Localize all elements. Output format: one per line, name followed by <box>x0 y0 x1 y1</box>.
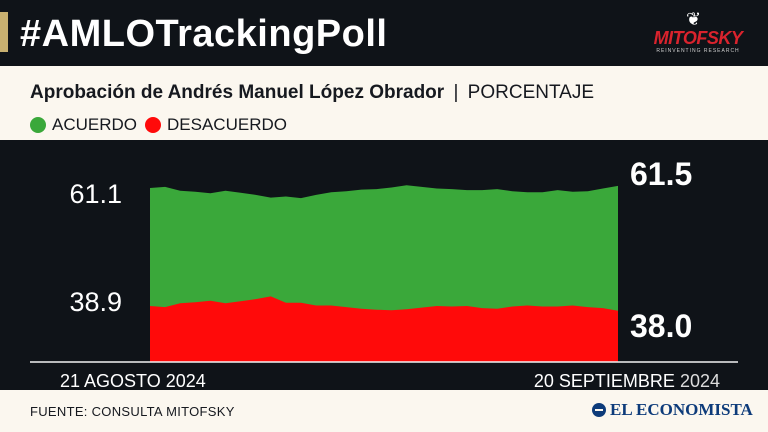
logo-tagline: REINVENTING RESEARCH <box>656 48 740 54</box>
x-end-label-main: 20 SEPTIEMBRE <box>534 371 675 390</box>
eagle-icon: ❦ <box>686 9 702 29</box>
legend-dot-disagree <box>145 117 162 133</box>
mitofsky-logo: ❦ MITOFSKY REINVENTING RESEARCH <box>650 10 750 56</box>
chart-panel: 61.1 38.9 61.5 38.0 21 AGOSTO 2024 20 SE… <box>0 140 768 390</box>
start-label-disagree: 38.9 <box>69 287 122 317</box>
legend-label-agree: ACUERDO <box>52 115 138 134</box>
chart-legend: ACUERDO DESACUERDO <box>30 114 295 136</box>
accent-bar <box>0 12 8 52</box>
title-separator: | <box>453 82 459 103</box>
area-disagree <box>150 296 618 362</box>
legend-dot-agree <box>30 117 46 133</box>
logo-name: MITOFSKY <box>653 28 743 48</box>
publisher-logo: EL ECONOMISTA <box>592 400 753 420</box>
legend-item-disagree: DESACUERDO <box>145 115 287 135</box>
end-label-disagree: 38.0 <box>630 308 692 344</box>
publisher-name: EL ECONOMISTA <box>610 400 753 419</box>
legend-item-agree: ACUERDO <box>30 115 137 135</box>
source-note: FUENTE: CONSULTA MITOFSKY <box>30 404 235 419</box>
legend-label-disagree: DESACUERDO <box>167 115 287 134</box>
chart-title-main: Aprobación de Andrés Manuel López Obrado… <box>30 82 445 103</box>
footer: FUENTE: CONSULTA MITOFSKY EL ECONOMISTA <box>0 390 768 432</box>
x-end-label-year: 2024 <box>680 371 720 390</box>
start-label-agree: 61.1 <box>69 179 122 209</box>
x-end-label: 20 SEPTIEMBRE 2024 <box>534 371 720 390</box>
x-start-label: 21 AGOSTO 2024 <box>60 371 206 390</box>
chart-title: Aprobación de Andrés Manuel López Obrado… <box>30 82 594 104</box>
end-label-agree: 61.5 <box>630 156 692 192</box>
hashtag-title: #AMLOTrackingPoll <box>20 13 388 55</box>
header-banner: #AMLOTrackingPoll ❦ MITOFSKY REINVENTING… <box>0 0 768 66</box>
globe-icon <box>592 403 606 417</box>
chart-unit: PORCENTAJE <box>467 82 595 103</box>
